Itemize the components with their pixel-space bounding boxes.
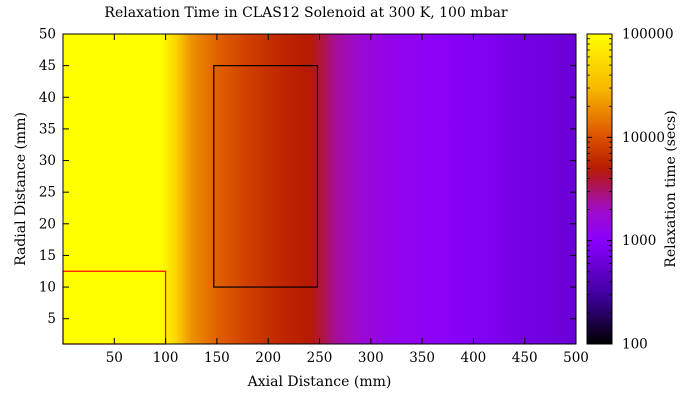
x-axis-ticks: 50 100 150 200 250 300 350 400 450 500 <box>106 34 589 366</box>
y-tick-label: 50 <box>39 27 56 43</box>
y-tick-label: 10 <box>39 280 56 296</box>
y-tick-label: 15 <box>39 248 56 264</box>
colorbar-label: Relaxation time (secs) <box>663 110 679 267</box>
y-tick-label: 35 <box>39 121 56 137</box>
x-axis-label: Axial Distance (mm) <box>247 374 392 390</box>
x-tick-label: 500 <box>563 350 589 366</box>
colorbar-tick-label: 10000 <box>622 130 665 146</box>
colorbar <box>587 34 612 344</box>
x-tick-label: 400 <box>461 350 487 366</box>
y-tick-label: 30 <box>39 153 56 169</box>
x-tick-label: 50 <box>106 350 123 366</box>
y-axis-ticks: 5 10 15 20 25 30 35 40 45 50 <box>39 27 576 327</box>
colorbar-ticks: 100 1000 10000 100000 <box>587 27 674 353</box>
colorbar-tick-label: 100 <box>622 337 648 353</box>
y-tick-label: 25 <box>39 185 56 201</box>
x-tick-label: 350 <box>409 350 435 366</box>
x-tick-label: 150 <box>204 350 230 366</box>
black-region <box>213 65 319 288</box>
heatmap-area <box>63 34 576 344</box>
y-tick-label: 20 <box>39 216 56 232</box>
x-tick-label: 300 <box>358 350 384 366</box>
colorbar-frame <box>586 33 613 345</box>
colorbar-tick-label: 1000 <box>622 233 656 249</box>
chart-title: Relaxation Time in CLAS12 Solenoid at 30… <box>104 5 507 21</box>
x-tick-label: 250 <box>307 350 333 366</box>
y-tick-label: 5 <box>47 311 56 327</box>
x-tick-label: 450 <box>512 350 538 366</box>
y-axis-label: Radial Distance (mm) <box>13 112 29 266</box>
y-tick-label: 45 <box>39 58 56 74</box>
y-tick-label: 40 <box>39 90 56 106</box>
x-tick-label: 200 <box>255 350 281 366</box>
x-tick-label: 100 <box>153 350 179 366</box>
colorbar-tick-label: 100000 <box>622 27 674 43</box>
